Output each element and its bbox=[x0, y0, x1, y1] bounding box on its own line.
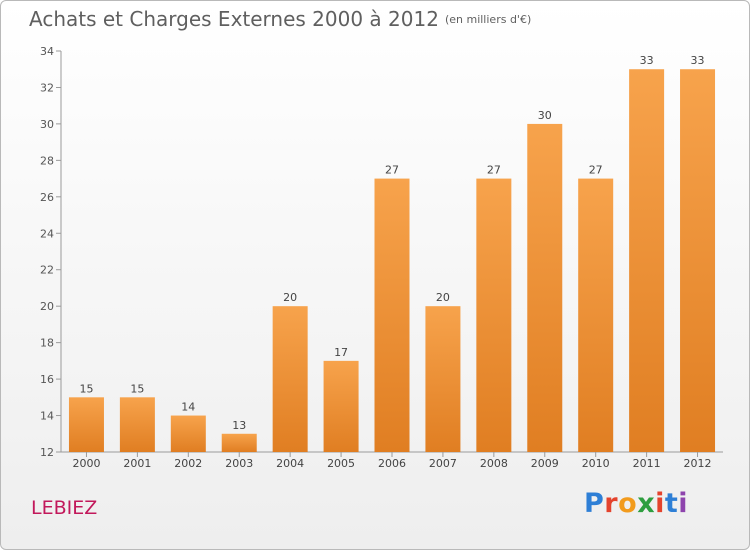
bar bbox=[629, 69, 665, 453]
bar-value-label: 17 bbox=[334, 346, 348, 359]
bar-value-label: 20 bbox=[283, 291, 297, 304]
proxiti-logo[interactable]: Proxiti bbox=[584, 488, 688, 519]
bar bbox=[680, 69, 716, 453]
bar-value-label: 27 bbox=[487, 164, 501, 177]
logo-letter: o bbox=[618, 488, 638, 519]
logo-letter: r bbox=[604, 488, 619, 519]
bar-value-label: 27 bbox=[385, 164, 399, 177]
x-tick-label: 2007 bbox=[429, 457, 457, 470]
x-tick-label: 2009 bbox=[531, 457, 559, 470]
bar bbox=[68, 397, 104, 452]
bar bbox=[374, 178, 410, 452]
bar-value-label: 33 bbox=[691, 54, 705, 67]
y-tick-label: 28 bbox=[40, 154, 54, 167]
bar bbox=[272, 306, 308, 452]
bar-value-label: 14 bbox=[181, 401, 195, 414]
y-tick-label: 24 bbox=[40, 227, 54, 240]
chart-title-text: Achats et Charges Externes 2000 à 2012 bbox=[29, 7, 439, 31]
y-tick-label: 14 bbox=[40, 410, 54, 423]
logo-letter: i bbox=[655, 488, 665, 519]
chart-title: Achats et Charges Externes 2000 à 2012 (e… bbox=[29, 7, 531, 31]
x-tick-label: 2011 bbox=[633, 457, 661, 470]
y-tick-label: 30 bbox=[40, 118, 54, 131]
y-tick-label: 32 bbox=[40, 81, 54, 94]
bar bbox=[578, 178, 614, 452]
logo-letter: P bbox=[584, 488, 605, 519]
y-tick-label: 34 bbox=[40, 45, 54, 58]
x-tick-label: 2008 bbox=[480, 457, 508, 470]
x-tick-label: 2004 bbox=[276, 457, 304, 470]
y-tick-label: 12 bbox=[40, 446, 54, 459]
chart-subtitle: (en milliers d'€) bbox=[444, 13, 532, 26]
x-tick-label: 2010 bbox=[582, 457, 610, 470]
y-tick-label: 18 bbox=[40, 337, 54, 350]
commune-name: LEBIEZ bbox=[31, 497, 98, 519]
logo-letter: x bbox=[637, 488, 656, 519]
x-tick-label: 2002 bbox=[174, 457, 202, 470]
bar-value-label: 20 bbox=[436, 291, 450, 304]
bar-value-label: 27 bbox=[589, 164, 603, 177]
bar bbox=[323, 360, 359, 452]
x-tick-label: 2005 bbox=[327, 457, 355, 470]
logo-letter: t bbox=[664, 488, 679, 519]
bar bbox=[119, 397, 155, 452]
logo-letter: i bbox=[678, 488, 689, 519]
x-tick-label: 2000 bbox=[72, 457, 100, 470]
x-tick-label: 2012 bbox=[684, 457, 712, 470]
bar bbox=[170, 415, 206, 452]
bar-value-label: 15 bbox=[79, 382, 93, 395]
bar-value-label: 33 bbox=[640, 54, 654, 67]
y-tick-label: 26 bbox=[40, 191, 54, 204]
bar bbox=[425, 306, 461, 452]
y-tick-label: 16 bbox=[40, 373, 54, 386]
bar bbox=[221, 433, 257, 452]
x-tick-label: 2006 bbox=[378, 457, 406, 470]
bar bbox=[527, 123, 563, 452]
bar-value-label: 15 bbox=[130, 382, 144, 395]
x-tick-label: 2003 bbox=[225, 457, 253, 470]
bar bbox=[476, 178, 512, 452]
y-tick-label: 20 bbox=[40, 300, 54, 313]
bar-value-label: 30 bbox=[538, 109, 552, 122]
x-tick-label: 2001 bbox=[123, 457, 151, 470]
bar-value-label: 13 bbox=[232, 419, 246, 432]
y-tick-label: 22 bbox=[40, 264, 54, 277]
